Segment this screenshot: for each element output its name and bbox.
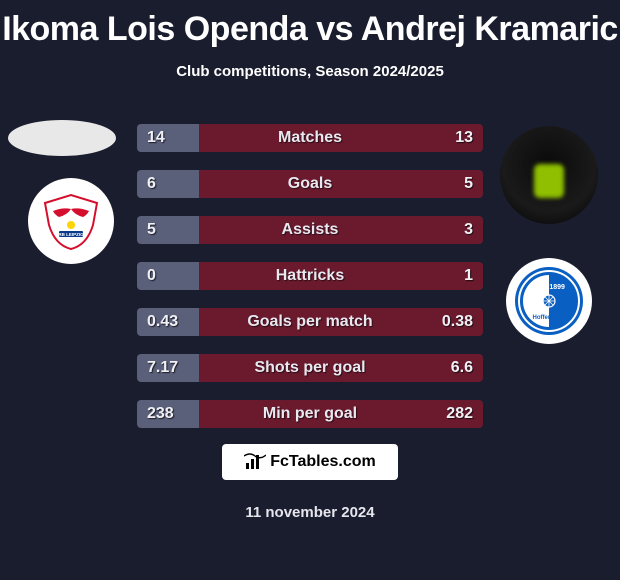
comparison-date: 11 november 2024 (0, 504, 620, 521)
stat-bar-fill (137, 170, 199, 198)
stat-bar-fill (137, 400, 199, 428)
club-right-logo: TSG 1899 Hoffenheim (506, 258, 592, 344)
stat-row: 7.176.6Shots per goal (137, 354, 483, 382)
svg-text:RB LEIPZIG: RB LEIPZIG (58, 232, 84, 237)
stat-bar-bg (137, 124, 483, 152)
stat-bar-bg (137, 262, 483, 290)
stat-row: 1413Matches (137, 124, 483, 152)
stats-panel: 1413Matches 65Goals 53Assists 01Hattricks 0.… (137, 124, 483, 446)
stat-row: 0.430.38Goals per match (137, 308, 483, 336)
source-badge: FcTables.com (222, 444, 398, 480)
stat-bar-bg (137, 216, 483, 244)
source-label: FcTables.com (270, 453, 376, 471)
stat-bar-bg (137, 170, 483, 198)
player-left-avatar (8, 120, 116, 156)
rb-leipzig-icon: RB LEIPZIG (39, 189, 103, 253)
stat-bar-fill (137, 308, 199, 336)
stat-row: 53Assists (137, 216, 483, 244)
stat-bar-bg (137, 308, 483, 336)
stat-bar-fill (137, 354, 199, 382)
stat-bar-bg (137, 400, 483, 428)
stat-bar-fill (137, 124, 199, 152)
stat-row: 238282Min per goal (137, 400, 483, 428)
bar-chart-icon (244, 453, 266, 471)
player-right-avatar (500, 126, 598, 224)
hoffenheim-icon: TSG 1899 Hoffenheim (513, 265, 585, 337)
comparison-subtitle: Club competitions, Season 2024/2025 (0, 63, 620, 80)
stat-bar-fill (137, 216, 199, 244)
club-left-logo: RB LEIPZIG (28, 178, 114, 264)
stat-row: 01Hattricks (137, 262, 483, 290)
stat-row: 65Goals (137, 170, 483, 198)
svg-text:Hoffenheim: Hoffenheim (533, 315, 566, 321)
comparison-title: Ikoma Lois Openda vs Andrej Kramaric (0, 0, 620, 49)
svg-text:TSG 1899: TSG 1899 (533, 284, 565, 291)
stat-bar-bg (137, 354, 483, 382)
stat-bar-fill (137, 262, 199, 290)
